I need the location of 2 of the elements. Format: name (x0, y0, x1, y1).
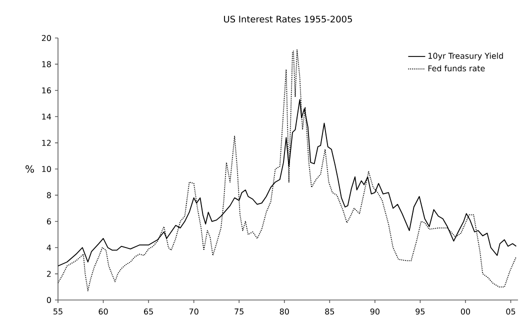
chart-title: US Interest Rates 1955-2005 (224, 16, 352, 22)
y-axis-title: % (26, 165, 34, 173)
